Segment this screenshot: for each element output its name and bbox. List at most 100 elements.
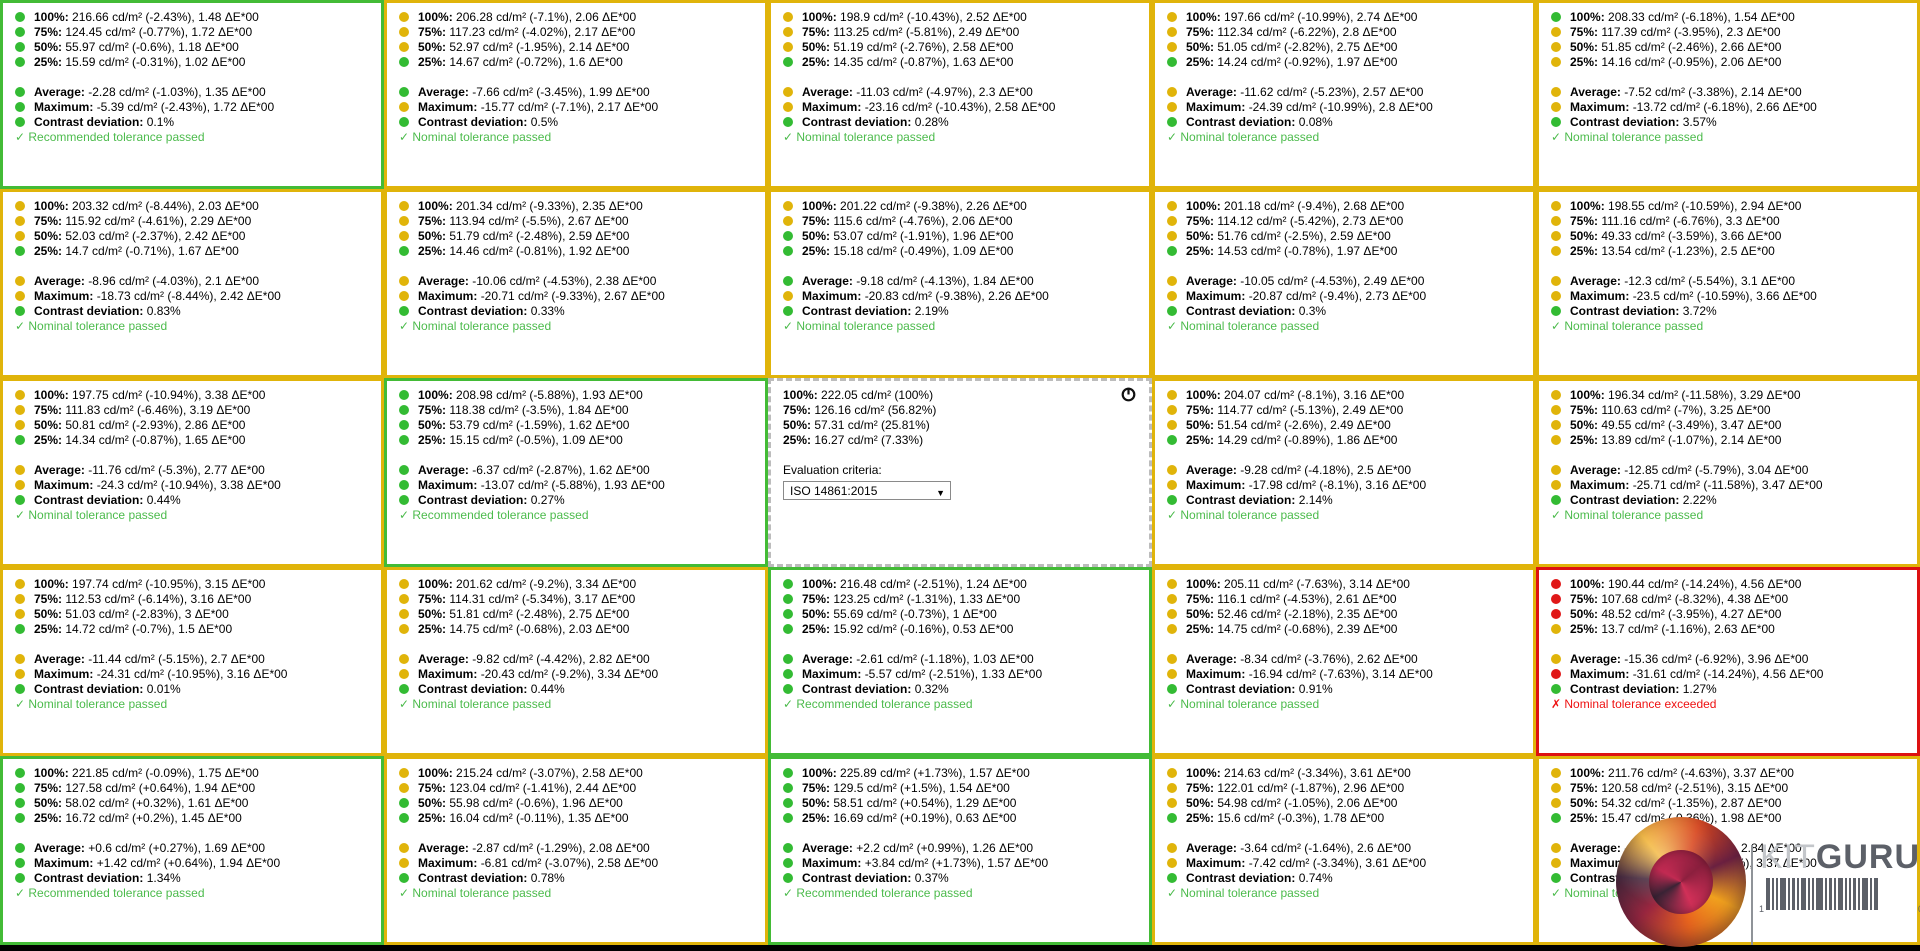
bottom-bar — [0, 945, 1920, 951]
measurement-label: 100%: — [418, 577, 453, 591]
measurement-line: Maximum: -20.43 cd/m² (-9.2%), 3.34 ΔE*0… — [399, 667, 753, 682]
green-status-dot-icon — [15, 873, 25, 883]
measurement-value: 13.89 cd/m² (-1.07%), 2.14 ΔE*00 — [1601, 433, 1782, 447]
measurement-line: Contrast deviation: 0.08% — [1167, 115, 1521, 130]
measurement-value: 129.5 cd/m² (+1.5%), 1.54 ΔE*00 — [833, 781, 1010, 795]
green-status-dot-icon — [399, 57, 409, 67]
green-status-dot-icon — [783, 246, 793, 256]
uniformity-cell: 100%: 214.63 cd/m² (-3.34%), 3.61 ΔE*00 7… — [1152, 756, 1536, 945]
measurement-label: Contrast deviation: — [418, 871, 528, 885]
measurement-label: 50%: — [418, 418, 447, 432]
measurement-value: 0.1% — [146, 115, 175, 129]
measurement-line: 50%: 49.33 cd/m² (-3.59%), 3.66 ΔE*00 — [1551, 229, 1905, 244]
measurement-label: Maximum: — [1186, 856, 1246, 870]
measurement-line: Average: -8.34 cd/m² (-3.76%), 2.62 ΔE*0… — [1167, 652, 1521, 667]
measurement-line: Maximum: -15.77 cd/m² (-7.1%), 2.17 ΔE*0… — [399, 100, 753, 115]
info-icon[interactable] — [1121, 387, 1136, 402]
measurement-value: 214.63 cd/m² (-3.34%), 3.61 ΔE*00 — [1224, 766, 1411, 780]
barcode-bar — [1766, 878, 1770, 910]
measurement-label: Average: — [1570, 85, 1621, 99]
yellow-status-dot-icon — [399, 669, 409, 679]
measurement-line: 25%: 13.54 cd/m² (-1.23%), 2.5 ΔE*00 — [1551, 244, 1905, 259]
measurement-label: Contrast deviation: — [1186, 682, 1296, 696]
measurement-value: 14.7 cd/m² (-0.71%), 1.67 ΔE*00 — [65, 244, 239, 258]
measurement-value: 53.07 cd/m² (-1.91%), 1.96 ΔE*00 — [833, 229, 1014, 243]
kitguru-watermark: KITGURU 1 0 — [1610, 812, 1920, 951]
green-status-dot-icon — [399, 684, 409, 694]
measurement-line: Maximum: -13.07 cd/m² (-5.88%), 1.93 ΔE*… — [399, 478, 753, 493]
green-status-dot-icon — [1167, 873, 1177, 883]
measurement-value: 48.52 cd/m² (-3.95%), 4.27 ΔE*00 — [1601, 607, 1782, 621]
measurement-label: 100%: — [1570, 766, 1605, 780]
measurement-line: 50%: 52.46 cd/m² (-2.18%), 2.35 ΔE*00 — [1167, 607, 1521, 622]
yellow-status-dot-icon — [1167, 102, 1177, 112]
measurement-label: Average: — [1570, 274, 1621, 288]
measurement-label: 50%: — [418, 40, 447, 54]
measurement-value: 51.03 cd/m² (-2.83%), 3 ΔE*00 — [65, 607, 229, 621]
measurement-label: Average: — [1186, 274, 1237, 288]
measurement-value: -10.06 cd/m² (-4.53%), 2.38 ΔE*00 — [472, 274, 657, 288]
measurement-line: 50%: 51.85 cd/m² (-2.46%), 2.66 ΔE*00 — [1551, 40, 1905, 55]
measurement-label: 75%: — [802, 25, 831, 39]
measurement-value: 0.83% — [146, 304, 181, 318]
measurement-value: 54.32 cd/m² (-1.35%), 2.87 ΔE*00 — [1601, 796, 1782, 810]
measurement-label: Average: — [418, 841, 469, 855]
measurement-line: Average: -10.05 cd/m² (-4.53%), 2.49 ΔE*… — [1167, 274, 1521, 289]
reference-cell: 100%: 222.05 cd/m² (100%) 75%: 126.16 cd… — [768, 378, 1152, 567]
measurement-label: 75%: — [1186, 25, 1215, 39]
measurement-line: 25%: 14.46 cd/m² (-0.81%), 1.92 ΔE*00 — [399, 244, 753, 259]
measurement-label: 50%: — [1570, 40, 1599, 54]
measurement-label: Maximum: — [34, 856, 94, 870]
measurement-line: 50%: 55.69 cd/m² (-0.73%), 1 ΔE*00 — [783, 607, 1137, 622]
measurement-value: -20.43 cd/m² (-9.2%), 3.34 ΔE*00 — [480, 667, 659, 681]
measurement-label: Average: — [34, 85, 85, 99]
measurement-line: 50%: 55.98 cd/m² (-0.6%), 1.96 ΔE*00 — [399, 796, 753, 811]
measurement-value: 15.6 cd/m² (-0.3%), 1.78 ΔE*00 — [1217, 811, 1385, 825]
tolerance-status: ✓ Nominal tolerance passed — [15, 508, 168, 522]
measurement-label: 100%: — [418, 388, 453, 402]
green-status-dot-icon — [15, 102, 25, 112]
measurement-label: 75%: — [1186, 781, 1215, 795]
yellow-status-dot-icon — [399, 768, 409, 778]
measurement-value: -15.77 cd/m² (-7.1%), 2.17 ΔE*00 — [480, 100, 659, 114]
measurement-label: Maximum: — [34, 667, 94, 681]
kitguru-wordmark: KITGURU — [1760, 840, 1920, 874]
measurement-line: Contrast deviation: 0.01% — [15, 682, 369, 697]
measurement-value: +1.42 cd/m² (+0.64%), 1.94 ΔE*00 — [96, 856, 281, 870]
measurement-label: 75%: — [418, 592, 447, 606]
yellow-status-dot-icon — [15, 231, 25, 241]
measurement-line: Contrast deviation: 1.34% — [15, 871, 369, 886]
green-status-dot-icon — [1551, 495, 1561, 505]
measurement-line: 25%: 14.16 cd/m² (-0.95%), 2.06 ΔE*00 — [1551, 55, 1905, 70]
measurement-value: 13.54 cd/m² (-1.23%), 2.5 ΔE*00 — [1601, 244, 1775, 258]
measurement-label: 100%: — [783, 388, 818, 402]
yellow-status-dot-icon — [15, 654, 25, 664]
measurement-line: 100%: 214.63 cd/m² (-3.34%), 3.61 ΔE*00 — [1167, 766, 1521, 781]
measurement-label: Maximum: — [1570, 100, 1630, 114]
measurement-value: 15.92 cd/m² (-0.16%), 0.53 ΔE*00 — [833, 622, 1014, 636]
uniformity-cell: 100%: 201.34 cd/m² (-9.33%), 2.35 ΔE*00 7… — [384, 189, 768, 378]
measurement-line: Average: -10.06 cd/m² (-4.53%), 2.38 ΔE*… — [399, 274, 753, 289]
green-status-dot-icon — [15, 57, 25, 67]
yellow-status-dot-icon — [1167, 390, 1177, 400]
measurement-value: 16.27 cd/m² (7.33%) — [814, 433, 924, 447]
yellow-status-dot-icon — [399, 12, 409, 22]
measurement-label: Average: — [1186, 841, 1237, 855]
measurement-label: 50%: — [1186, 796, 1215, 810]
green-status-dot-icon — [399, 117, 409, 127]
yellow-status-dot-icon — [783, 291, 793, 301]
barcode-bar — [1834, 878, 1836, 910]
measurement-label: 75%: — [34, 403, 63, 417]
measurement-label: 25%: — [1570, 622, 1599, 636]
measurement-line: 75%: 114.77 cd/m² (-5.13%), 2.49 ΔE*00 — [1167, 403, 1521, 418]
uniformity-cell: 100%: 205.11 cd/m² (-7.63%), 3.14 ΔE*00 7… — [1152, 567, 1536, 756]
green-status-dot-icon — [783, 843, 793, 853]
uniformity-cell: 100%: 197.66 cd/m² (-10.99%), 2.74 ΔE*00… — [1152, 0, 1536, 189]
measurement-value: 16.04 cd/m² (-0.11%), 1.35 ΔE*00 — [449, 811, 629, 825]
measurement-line: 100%: 197.66 cd/m² (-10.99%), 2.74 ΔE*00 — [1167, 10, 1521, 25]
measurement-value: -2.61 cd/m² (-1.18%), 1.03 ΔE*00 — [856, 652, 1034, 666]
yellow-status-dot-icon — [1167, 480, 1177, 490]
uniformity-cell: 100%: 225.89 cd/m² (+1.73%), 1.57 ΔE*00 7… — [768, 756, 1152, 945]
evaluation-criteria-select[interactable]: ISO 14861:2015 ▼ — [783, 481, 951, 500]
